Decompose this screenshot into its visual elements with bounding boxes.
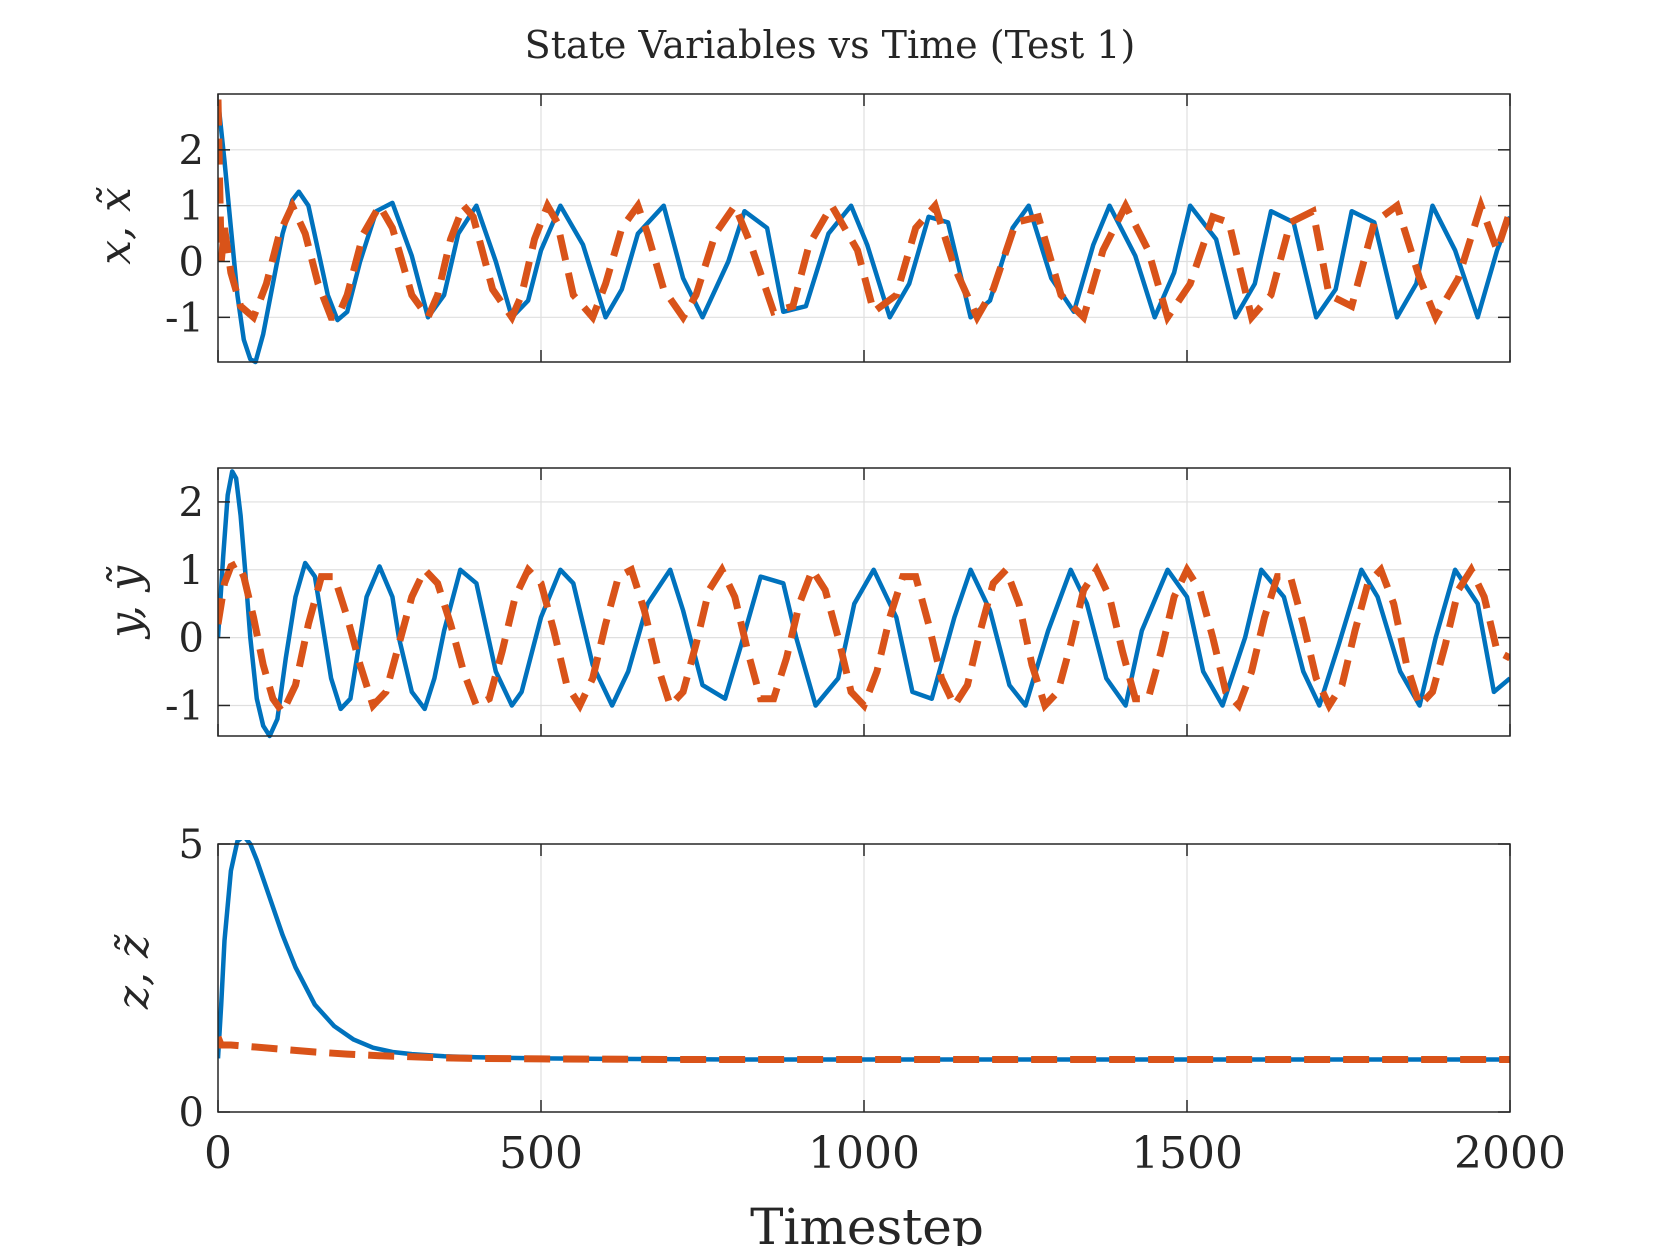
y-axis-label-y: y, ỹ	[100, 565, 151, 640]
x-tick-label: 1000	[808, 1128, 920, 1179]
series-line-dashed-y	[218, 558, 1510, 720]
x-tick-label: 0	[204, 1128, 232, 1179]
y-tick-label: -1	[165, 295, 204, 341]
x-tick-label: 1500	[1131, 1128, 1243, 1179]
y-axis-label-x: x, x̃	[90, 187, 141, 265]
y-tick-label: 2	[179, 480, 204, 526]
y-tick-label: 1	[179, 184, 204, 230]
y-tick-label: 2	[179, 128, 204, 174]
y-tick-label: 1	[179, 548, 204, 594]
y-tick-label: 0	[179, 240, 204, 286]
series-line-dashed-z	[218, 1035, 1510, 1063]
subplot-z: 0 5 0 500 1000 1500 2000	[179, 822, 1566, 1179]
x-tick-label: 500	[499, 1128, 583, 1179]
y-tick-label: 0	[179, 616, 204, 662]
chart-title: State Variables vs Time (Test 1)	[525, 23, 1136, 67]
series-line-dashed-x	[218, 99, 1510, 326]
subplot-x: -1 0 1 2	[165, 93, 1511, 365]
y-tick-label: 0	[179, 1090, 204, 1136]
subplot-y: -1 0 1 2	[165, 467, 1511, 739]
x-tick-label: 2000	[1454, 1128, 1566, 1179]
x-axis-label: Timestep	[750, 1198, 984, 1246]
y-tick-label: -1	[165, 683, 204, 729]
y-tick-label: 5	[179, 822, 204, 868]
y-axis-label-z: z, z̃	[108, 934, 159, 1010]
series-line-solid-x	[218, 99, 1510, 365]
